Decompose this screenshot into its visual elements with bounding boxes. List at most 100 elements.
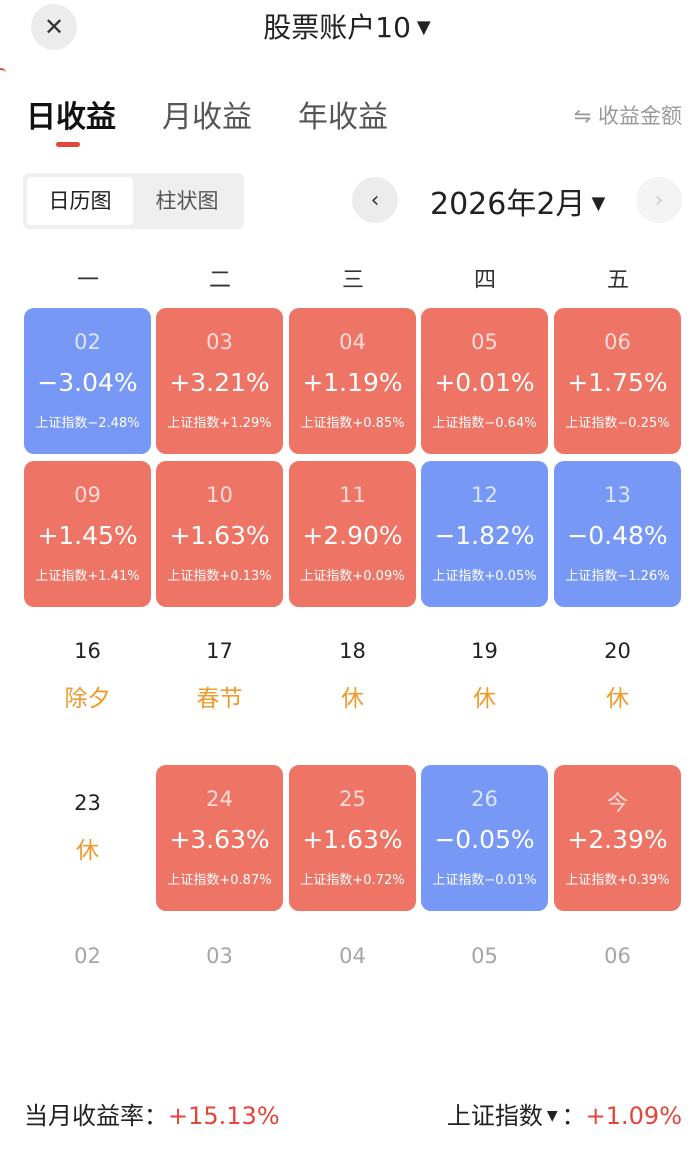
cell-date: 26 — [471, 787, 498, 811]
holiday-label: 春节 — [196, 686, 243, 712]
weekday-label: 二 — [208, 268, 231, 293]
calendar-cell[interactable]: 09 +1.45% 上证指数+1.41% — [24, 461, 151, 607]
cell-date: 03 — [206, 330, 233, 354]
month-nav: ‹ 2026年2月 ▼ › — [352, 177, 682, 227]
calendar-cell-holiday: 16 除夕 — [24, 613, 151, 759]
cell-date: 20 — [604, 639, 631, 663]
calendar-cell[interactable]: 06 +1.75% 上证指数−0.25% — [554, 308, 681, 454]
calendar-cell[interactable]: 11 +2.90% 上证指数+0.09% — [289, 461, 416, 607]
cell-index: 上证指数+0.85% — [300, 416, 405, 431]
cell-date: 12 — [471, 483, 498, 507]
caret-down-icon: ▼ — [416, 17, 431, 38]
cell-return: +1.63% — [169, 521, 270, 550]
cell-index: 上证指数+0.05% — [432, 569, 537, 584]
holiday-label: 休 — [606, 686, 629, 712]
weekday-label: 四 — [473, 268, 496, 293]
cell-date: 19 — [471, 639, 498, 663]
cell-date: 10 — [206, 483, 233, 507]
caret-down-icon: ▼ — [546, 1108, 558, 1124]
view-calendar-button[interactable]: 日历图 — [27, 177, 133, 225]
monthly-return-value: +15.13% — [168, 1102, 280, 1130]
next-month-button[interactable]: › — [636, 177, 682, 223]
cell-date: 09 — [74, 483, 101, 507]
calendar-cell[interactable]: 24 +3.63% 上证指数+0.87% — [156, 765, 283, 911]
cell-date: 02 — [74, 330, 101, 354]
cell-date: 11 — [339, 483, 366, 507]
cell-index: 上证指数−1.26% — [565, 569, 670, 584]
toggle-amount-button[interactable]: ⇋ 收益金额 — [573, 104, 682, 128]
cell-date: 17 — [206, 639, 233, 663]
chevron-left-icon: ‹ — [370, 187, 380, 213]
calendar-cell[interactable]: 04 +1.19% 上证指数+0.85% — [289, 308, 416, 454]
close-button[interactable]: ✕ — [31, 4, 77, 50]
tab-yearly[interactable]: 年收益 — [298, 100, 388, 135]
cell-return: −0.48% — [567, 521, 668, 550]
cell-return: +1.75% — [567, 368, 668, 397]
weekday-label: 三 — [341, 268, 364, 293]
holiday-label: 除夕 — [64, 686, 111, 712]
view-switch: 日历图 柱状图 — [23, 173, 244, 229]
cell-date: 13 — [604, 483, 631, 507]
cell-date: 16 — [74, 639, 101, 663]
cell-index: 上证指数−2.48% — [35, 416, 140, 431]
calendar-cell-holiday: 17 春节 — [156, 613, 283, 759]
footer-summary: 当月收益率：+15.13% 上证指数 ▼ ：+1.09% — [0, 1090, 694, 1140]
cell-date: 18 — [339, 639, 366, 663]
account-title[interactable]: 股票账户10 ▼ — [0, 6, 694, 46]
holiday-label: 休 — [473, 686, 496, 712]
tab-bar: 日收益 月收益 年收益 ⇋ 收益金额 — [0, 92, 694, 152]
cell-date: 02 — [74, 944, 101, 968]
cell-index: 上证指数+0.09% — [300, 569, 405, 584]
calendar-cell[interactable]: 05 +0.01% 上证指数−0.64% — [421, 308, 548, 454]
account-title-text: 股票账户10 — [263, 11, 411, 44]
edge-decoration — [0, 68, 6, 78]
calendar-cell-future: 04 — [289, 918, 416, 1064]
tab-monthly[interactable]: 月收益 — [162, 100, 252, 135]
calendar-cell-holiday: 18 休 — [289, 613, 416, 759]
calendar-cell[interactable]: 10 +1.63% 上证指数+0.13% — [156, 461, 283, 607]
cell-index: 上证指数+0.39% — [565, 873, 670, 888]
benchmark-separator: ： — [561, 1102, 586, 1130]
cell-return: −3.04% — [37, 368, 138, 397]
cell-date: 今 — [607, 791, 628, 815]
cell-date: 04 — [339, 330, 366, 354]
month-label: 2026年2月 — [430, 187, 586, 222]
cell-return: +0.01% — [434, 368, 535, 397]
cell-date: 25 — [339, 787, 366, 811]
cell-date: 05 — [471, 944, 498, 968]
weekday-label: 五 — [606, 268, 629, 293]
cell-index: 上证指数−0.25% — [565, 416, 670, 431]
calendar-cell[interactable]: 02 −3.04% 上证指数−2.48% — [24, 308, 151, 454]
cell-return: +3.21% — [169, 368, 270, 397]
calendar-cell-future: 06 — [554, 918, 681, 1064]
cell-date: 06 — [604, 944, 631, 968]
cell-return: −1.82% — [434, 521, 535, 550]
month-picker[interactable]: 2026年2月 ▼ — [430, 179, 605, 223]
calendar-cell-holiday: 19 休 — [421, 613, 548, 759]
benchmark-return[interactable]: 上证指数 ▼ ：+1.09% — [447, 1096, 682, 1131]
calendar-cell[interactable]: 26 −0.05% 上证指数−0.01% — [421, 765, 548, 911]
holiday-label: 休 — [341, 686, 364, 712]
prev-month-button[interactable]: ‹ — [352, 177, 398, 223]
caret-down-icon: ▼ — [591, 193, 606, 214]
cell-date: 23 — [74, 791, 101, 815]
cell-index: 上证指数+0.13% — [167, 569, 272, 584]
calendar-cell[interactable]: 13 −0.48% 上证指数−1.26% — [554, 461, 681, 607]
calendar-cell[interactable]: 12 −1.82% 上证指数+0.05% — [421, 461, 548, 607]
cell-return: +2.90% — [302, 521, 403, 550]
calendar-cell-holiday: 23 休 — [24, 765, 151, 911]
calendar-cell-holiday: 20 休 — [554, 613, 681, 759]
calendar-cell-future: 02 — [24, 918, 151, 1064]
tab-daily[interactable]: 日收益 — [26, 100, 116, 135]
view-bar-button[interactable]: 柱状图 — [155, 189, 219, 213]
cell-index: 上证指数+0.87% — [167, 873, 272, 888]
chevron-right-icon: › — [654, 187, 664, 213]
header: ✕ 股票账户10 ▼ — [0, 0, 694, 56]
holiday-label: 休 — [76, 838, 99, 864]
close-icon: ✕ — [43, 13, 65, 41]
cell-index: 上证指数+1.41% — [35, 569, 140, 584]
cell-return: +1.63% — [302, 825, 403, 854]
calendar-cell-today[interactable]: 今 +2.39% 上证指数+0.39% — [554, 765, 681, 911]
calendar-cell[interactable]: 03 +3.21% 上证指数+1.29% — [156, 308, 283, 454]
calendar-cell[interactable]: 25 +1.63% 上证指数+0.72% — [289, 765, 416, 911]
